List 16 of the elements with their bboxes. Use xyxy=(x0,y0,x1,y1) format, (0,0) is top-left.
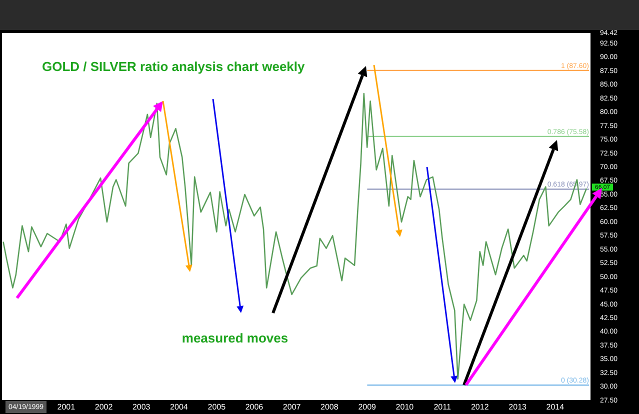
x-tick-label: 2005 xyxy=(208,402,226,412)
x-tick-label: 2002 xyxy=(94,402,114,412)
x-tick-label: 2006 xyxy=(245,402,264,412)
x-tick-label: 2008 xyxy=(320,402,339,412)
x-tick-label: 2003 xyxy=(132,402,151,412)
x-tick-label: 2004 xyxy=(170,402,188,412)
x-tick-label: 2007 xyxy=(282,402,302,412)
x-tick-label: 2011 xyxy=(434,402,452,412)
x-tick-label: 2001 xyxy=(57,402,76,412)
text: GOLD / SILVER ratio analysis chart weekly xyxy=(42,59,305,74)
annotation: measured moves xyxy=(182,330,288,346)
x-tick-label: 2014 xyxy=(546,402,565,412)
x-tick-label: 2013 xyxy=(508,402,528,412)
x-tick-label: 2009 xyxy=(358,402,377,412)
x-tick-label: 2012 xyxy=(470,402,490,412)
x-tick-label: 2010 xyxy=(396,402,414,412)
